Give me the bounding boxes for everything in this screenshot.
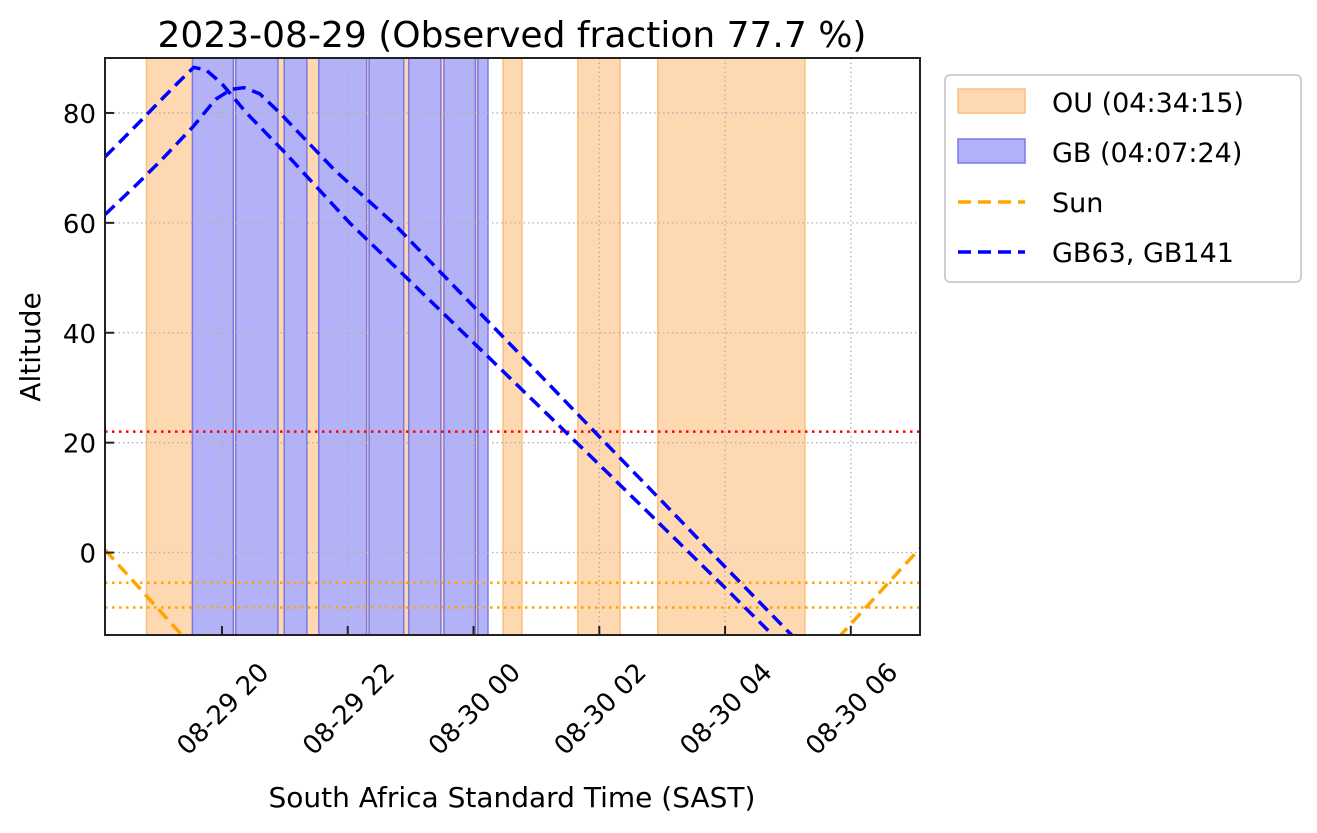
span-ou	[657, 58, 806, 635]
chart-title: 2023-08-29 (Observed fraction 77.7 %)	[158, 15, 867, 56]
legend-label: Sun	[1052, 188, 1103, 219]
x-tick-label: 08-29 20	[171, 657, 275, 761]
legend-swatch	[957, 138, 1026, 164]
legend: OU (04:34:15) GB (04:07:24) Sun GB63, GB141	[944, 74, 1302, 283]
x-tick-label: 08-30 04	[675, 657, 779, 761]
series-sun	[838, 546, 920, 635]
series-gb141	[105, 85, 794, 635]
span-gb	[235, 58, 279, 635]
y-tick-label: 60	[63, 210, 96, 240]
y-tick-label: 20	[63, 430, 96, 460]
y-tick-label: 40	[63, 320, 96, 350]
span-gb	[318, 58, 368, 635]
x-tick-label: 08-30 02	[549, 657, 653, 761]
plot-frame	[104, 57, 921, 636]
series-gb63	[105, 65, 776, 635]
x-tick-label: 08-30 06	[800, 657, 904, 761]
span-gb	[368, 58, 405, 635]
span-gb	[443, 58, 477, 635]
legend-swatch	[957, 88, 1026, 114]
legend-label: GB (04:07:24)	[1052, 138, 1242, 169]
x-tick-label: 08-30 00	[423, 657, 527, 761]
y-axis-label: Altitude	[14, 292, 47, 401]
legend-box	[944, 74, 1302, 283]
x-tick-label: 08-29 22	[297, 657, 401, 761]
y-tick-label: 0	[79, 540, 96, 570]
legend-label: OU (04:34:15)	[1052, 88, 1244, 119]
span-gb	[283, 58, 308, 635]
x-axis-label: South Africa Standard Time (SAST)	[269, 781, 756, 814]
span-gb	[191, 58, 235, 635]
span-gb	[407, 58, 442, 635]
y-tick-label: 80	[63, 100, 96, 130]
legend-label: GB63, GB141	[1052, 238, 1234, 269]
